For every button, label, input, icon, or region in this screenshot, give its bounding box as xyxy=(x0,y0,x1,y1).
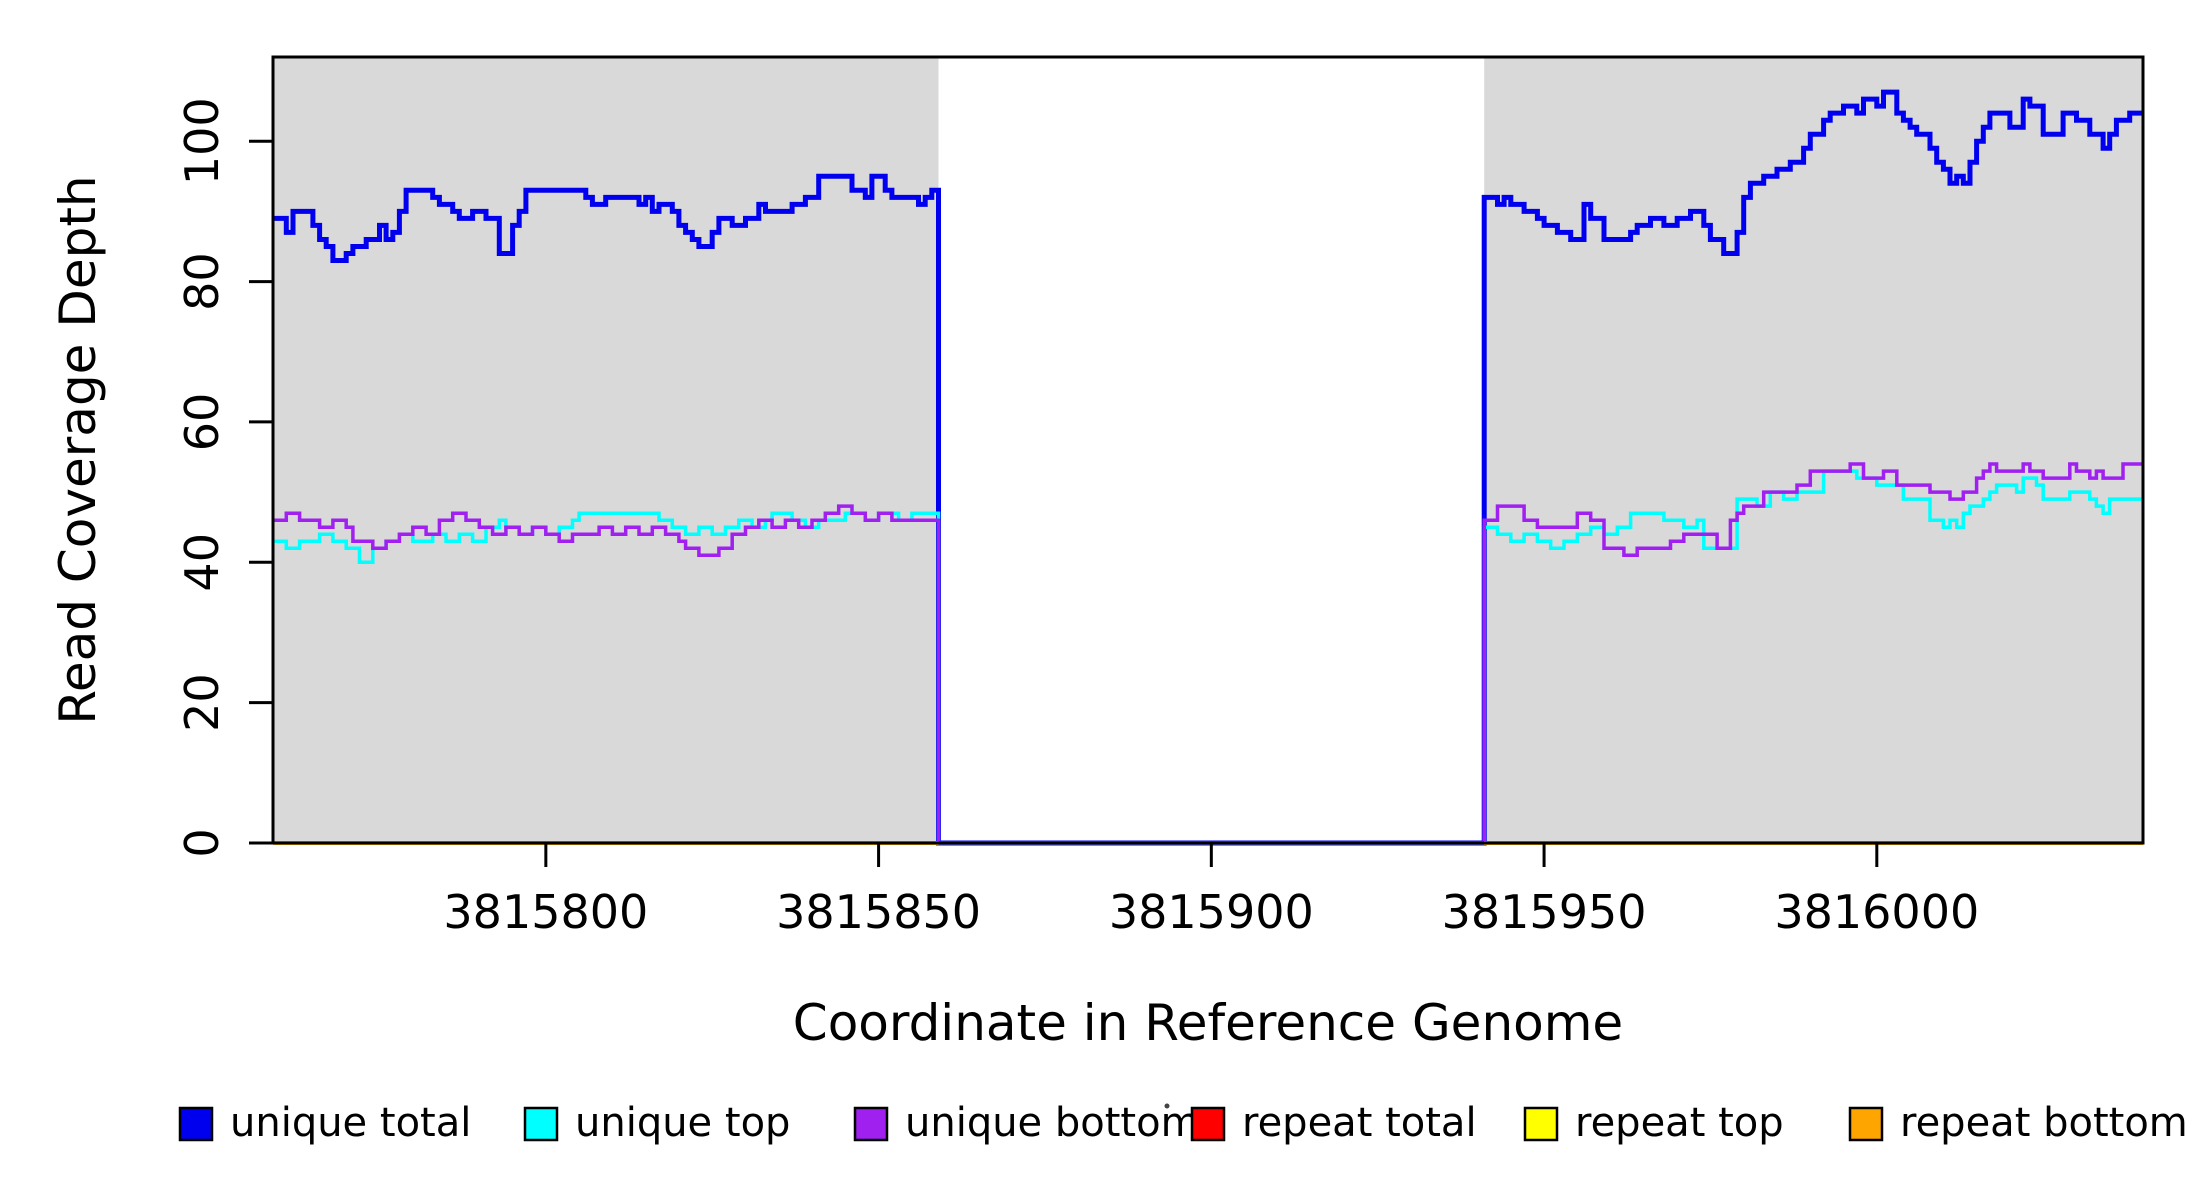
y-tick-label: 40 xyxy=(175,533,229,592)
legend-label: repeat top xyxy=(1575,1100,1784,1146)
y-tick-label: 100 xyxy=(175,97,229,185)
legend-swatch xyxy=(523,1106,559,1142)
shaded-region xyxy=(1484,57,2143,843)
legend-label: repeat bottom xyxy=(1900,1100,2188,1146)
legend-item-repeat-bottom: repeat bottom xyxy=(1848,1100,2188,1146)
stray-dot xyxy=(1164,1103,1170,1109)
shaded-regions-layer xyxy=(273,57,2143,843)
axes-layer: 3815800 3815850 3815900 3815950 3816000 0 20 40… xyxy=(175,97,1979,939)
legend-swatch xyxy=(1848,1106,1884,1142)
legend-label: unique bottom xyxy=(905,1100,1200,1146)
y-tick-label: 0 xyxy=(175,828,229,857)
y-tick-label: 20 xyxy=(175,673,229,732)
legend-swatch xyxy=(1190,1106,1226,1142)
legend-swatch xyxy=(1523,1106,1559,1142)
legend: unique total unique top unique bottom repea… xyxy=(178,1100,2188,1146)
legend-label: unique top xyxy=(575,1100,790,1146)
legend-item-unique-bottom: unique bottom xyxy=(853,1100,1200,1146)
plot-border xyxy=(271,55,2145,845)
x-tick-label: 3815900 xyxy=(1109,885,1314,939)
legend-swatch xyxy=(853,1106,889,1142)
plot-frame-layer xyxy=(271,55,2145,845)
legend-label: unique total xyxy=(230,1100,471,1146)
series-line-unique-total xyxy=(273,89,2143,846)
legend-item-repeat-total: repeat total xyxy=(1190,1100,1477,1146)
series-line-unique-bottom xyxy=(273,462,2143,845)
x-tick-label: 3815850 xyxy=(776,885,981,939)
y-tick-label: 80 xyxy=(175,252,229,311)
x-tick-label: 3815800 xyxy=(443,885,648,939)
y-axis-title: Read Coverage Depth xyxy=(49,175,107,724)
x-axis-title: Coordinate in Reference Genome xyxy=(793,994,1623,1052)
x-tick-label: 3816000 xyxy=(1774,885,1979,939)
y-tick-label: 60 xyxy=(175,393,229,452)
shaded-region xyxy=(273,57,939,843)
legend-item-unique-top: unique top xyxy=(523,1100,790,1146)
legend-item-unique-total: unique total xyxy=(178,1100,471,1146)
legend-swatch xyxy=(178,1106,214,1142)
x-tick-label: 3815950 xyxy=(1442,885,1647,939)
legend-label: repeat total xyxy=(1242,1100,1477,1146)
legend-item-repeat-top: repeat top xyxy=(1523,1100,1784,1146)
